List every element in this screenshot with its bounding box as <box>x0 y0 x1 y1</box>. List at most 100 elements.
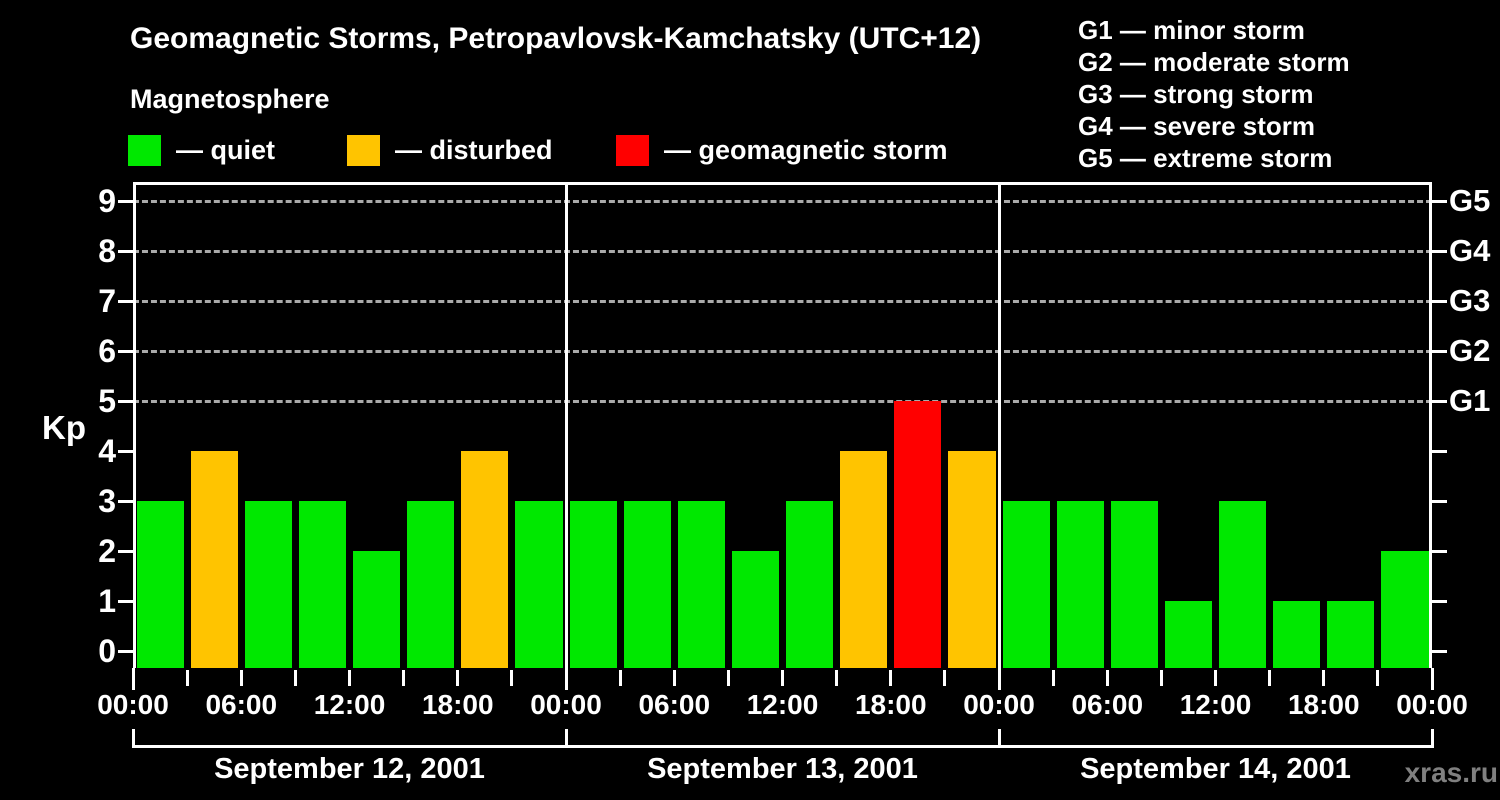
gridline-kp5 <box>133 400 1432 403</box>
kp-bar <box>353 551 401 668</box>
x-tick <box>1105 670 1109 686</box>
day-divider <box>564 182 568 668</box>
kp-bar <box>515 501 563 668</box>
y-tick-label: 0 <box>98 633 116 669</box>
x-tick <box>185 670 189 686</box>
legend-label-quiet: — quiet <box>176 135 275 165</box>
plot-area <box>133 182 1432 668</box>
x-time-label: 00:00 <box>963 689 1035 720</box>
legend-swatch-disturbed <box>347 135 380 166</box>
x-time-label: 12:00 <box>1179 689 1252 720</box>
y-tick-right <box>1432 649 1447 653</box>
g-level-label: G5 <box>1449 183 1491 218</box>
date-label: September 12, 2001 <box>214 753 485 785</box>
y-tick-left <box>118 399 133 403</box>
gridline-kp8 <box>133 250 1432 253</box>
x-tick <box>1214 670 1217 686</box>
date-bracket-line <box>133 745 1432 748</box>
x-time-label: 18:00 <box>854 689 927 720</box>
kp-bar <box>1002 501 1050 668</box>
y-axis-right <box>1429 182 1432 668</box>
y-tick-label: 7 <box>98 283 116 319</box>
x-time-label: 06:00 <box>1071 689 1144 720</box>
y-tick-left <box>118 199 133 203</box>
kp-bar <box>731 551 779 668</box>
kp-bar <box>190 451 238 668</box>
x-tick <box>239 670 243 686</box>
x-tick <box>402 670 406 686</box>
kp-bar <box>244 501 292 668</box>
y-tick-left <box>118 549 133 553</box>
y-tick-left <box>118 449 133 453</box>
y-tick-left <box>118 599 133 603</box>
g-scale-legend-line: G2 — moderate storm <box>1078 47 1350 77</box>
x-time-label: 18:00 <box>1287 689 1360 720</box>
kp-bar <box>1273 601 1321 668</box>
x-tick <box>835 670 839 686</box>
y-tick-right <box>1432 349 1447 353</box>
x-time-label: 12:00 <box>746 689 819 720</box>
date-bracket-tick <box>564 729 568 748</box>
date-label: September 14, 2001 <box>1080 753 1351 785</box>
kp-bar <box>1110 501 1158 668</box>
x-tick <box>293 670 297 686</box>
kp-bar <box>569 501 617 668</box>
kp-bar <box>407 501 455 668</box>
kp-bar <box>1056 501 1104 668</box>
y-tick-label: 4 <box>98 433 116 469</box>
x-tick <box>456 670 460 686</box>
y-tick-label: 9 <box>98 183 116 219</box>
y-tick-label: 2 <box>98 533 116 569</box>
date-bracket-tick <box>997 729 1001 748</box>
y-tick-right <box>1432 549 1447 553</box>
x-tick <box>1268 670 1272 686</box>
y-tick-right <box>1432 449 1447 453</box>
y-tick-label: 6 <box>98 333 116 369</box>
y-tick-right <box>1432 599 1447 603</box>
g-level-label: G4 <box>1449 233 1491 268</box>
x-tick <box>726 670 730 686</box>
y-tick-label: 1 <box>98 583 116 619</box>
plot-top-border <box>133 182 1432 185</box>
x-tick <box>564 668 568 690</box>
magnetosphere-label: Magnetosphere <box>130 84 330 114</box>
date-bracket-tick <box>1430 729 1434 748</box>
y-tick-label: 8 <box>98 233 116 269</box>
x-tick <box>1322 670 1326 686</box>
x-tick <box>781 670 784 686</box>
x-time-label: 00:00 <box>97 689 169 720</box>
date-bracket-tick <box>131 729 135 748</box>
y-axis-left <box>133 182 136 668</box>
day-divider <box>997 182 1001 668</box>
y-tick-right <box>1432 249 1447 253</box>
x-time-label: 06:00 <box>205 689 278 720</box>
x-time-label: 00:00 <box>530 689 602 720</box>
g-level-label: G1 <box>1449 383 1491 418</box>
x-tick <box>618 670 622 686</box>
x-time-label: 06:00 <box>638 689 711 720</box>
y-tick-label: 5 <box>98 383 116 419</box>
kp-bar <box>623 501 671 668</box>
g-level-label: G3 <box>1449 283 1491 318</box>
kp-bar <box>948 451 996 668</box>
legend-label-disturbed: — disturbed <box>395 135 553 165</box>
legend-swatch-quiet <box>128 135 161 166</box>
chart-title: Geomagnetic Storms, Petropavlovsk-Kamcha… <box>130 22 982 55</box>
x-tick <box>348 670 351 686</box>
gridline-kp9 <box>133 200 1432 203</box>
x-tick <box>997 668 1001 690</box>
x-tick <box>510 670 514 686</box>
kp-bar <box>1219 501 1267 668</box>
g-scale-legend-line: G3 — strong storm <box>1078 79 1314 109</box>
x-tick <box>889 670 893 686</box>
kp-bar <box>1164 601 1212 668</box>
y-tick-left <box>118 249 133 253</box>
date-label: September 13, 2001 <box>647 753 918 785</box>
xras-watermark-link[interactable]: xras.ru <box>1404 757 1498 788</box>
kp-bar <box>840 451 888 668</box>
kp-bar <box>136 501 184 668</box>
kp-bar <box>786 501 834 668</box>
y-tick-left <box>118 299 133 303</box>
y-tick-left <box>118 349 133 353</box>
kp-bar <box>677 501 725 668</box>
